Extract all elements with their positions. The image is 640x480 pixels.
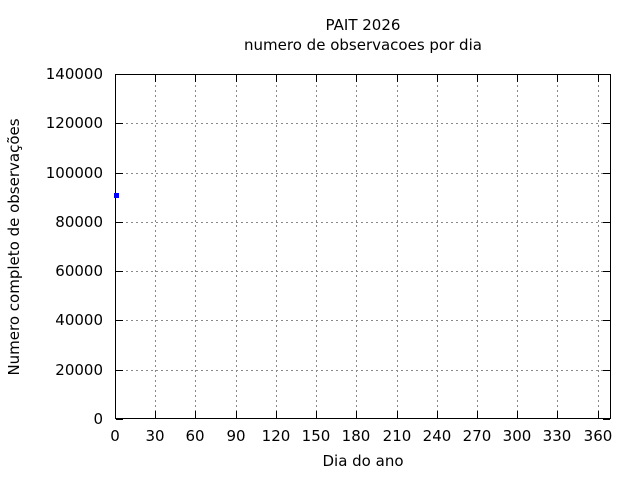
- y-tick-right: [603, 271, 610, 272]
- y-tick-left: [116, 74, 123, 75]
- x-tick-bottom: [115, 411, 116, 418]
- y-tick-label: 120000: [45, 114, 103, 132]
- x-tick-bottom: [195, 411, 196, 418]
- y-tick-right: [603, 173, 610, 174]
- y-tick-right: [603, 320, 610, 321]
- y-tick-right: [603, 419, 610, 420]
- y-tick-right: [603, 222, 610, 223]
- y-tick-left: [116, 222, 123, 223]
- chart-title: PAIT 2026: [325, 16, 401, 34]
- x-tick-bottom: [477, 411, 478, 418]
- x-tick-label: 300: [502, 427, 532, 445]
- x-tick-bottom: [598, 411, 599, 418]
- plot-area: [115, 74, 611, 419]
- x-gridline: [517, 75, 518, 418]
- x-tick-label: 360: [583, 427, 613, 445]
- y-tick-left: [116, 271, 123, 272]
- x-tick-label: 90: [226, 427, 246, 445]
- y-gridline: [116, 173, 610, 174]
- y-tick-label: 60000: [55, 262, 103, 280]
- y-tick-left: [116, 123, 123, 124]
- x-gridline: [155, 75, 156, 418]
- x-tick-bottom: [155, 411, 156, 418]
- x-gridline: [236, 75, 237, 418]
- x-tick-top: [115, 75, 116, 82]
- x-tick-bottom: [356, 411, 357, 418]
- y-gridline: [116, 320, 610, 321]
- x-gridline: [316, 75, 317, 418]
- y-tick-label: 0: [93, 410, 103, 428]
- x-tick-label: 270: [462, 427, 492, 445]
- x-tick-top: [356, 75, 357, 82]
- x-tick-top: [397, 75, 398, 82]
- y-axis-title: Numero completo de observações: [5, 117, 23, 376]
- x-axis-title: Dia do ano: [322, 452, 404, 470]
- x-tick-label: 60: [185, 427, 205, 445]
- x-gridline: [356, 75, 357, 418]
- data-point: [114, 193, 119, 198]
- x-tick-label: 240: [422, 427, 452, 445]
- x-tick-top: [598, 75, 599, 82]
- x-tick-top: [236, 75, 237, 82]
- y-gridline: [116, 123, 610, 124]
- y-tick-left: [116, 173, 123, 174]
- x-tick-top: [195, 75, 196, 82]
- x-gridline: [598, 75, 599, 418]
- y-tick-label: 80000: [55, 213, 103, 231]
- x-tick-top: [437, 75, 438, 82]
- x-gridline: [557, 75, 558, 418]
- y-tick-right: [603, 370, 610, 371]
- y-tick-label: 140000: [45, 65, 103, 83]
- x-gridline: [437, 75, 438, 418]
- x-gridline: [276, 75, 277, 418]
- y-tick-right: [603, 123, 610, 124]
- x-tick-label: 330: [542, 427, 572, 445]
- x-tick-label: 150: [301, 427, 331, 445]
- x-tick-label: 0: [110, 427, 120, 445]
- x-tick-top: [316, 75, 317, 82]
- x-tick-bottom: [276, 411, 277, 418]
- chart-subtitle: numero de observacoes por dia: [244, 36, 482, 54]
- x-tick-bottom: [437, 411, 438, 418]
- y-gridline: [116, 222, 610, 223]
- x-gridline: [397, 75, 398, 418]
- y-tick-left: [116, 419, 123, 420]
- y-tick-left: [116, 320, 123, 321]
- x-tick-label: 120: [261, 427, 291, 445]
- x-tick-label: 180: [341, 427, 371, 445]
- x-tick-top: [155, 75, 156, 82]
- x-tick-bottom: [316, 411, 317, 418]
- x-tick-label: 210: [382, 427, 412, 445]
- x-tick-top: [276, 75, 277, 82]
- x-tick-label: 30: [145, 427, 165, 445]
- y-tick-left: [116, 370, 123, 371]
- x-tick-bottom: [517, 411, 518, 418]
- y-tick-right: [603, 74, 610, 75]
- y-tick-label: 100000: [45, 164, 103, 182]
- x-tick-bottom: [397, 411, 398, 418]
- x-gridline: [195, 75, 196, 418]
- y-gridline: [116, 370, 610, 371]
- x-tick-top: [517, 75, 518, 82]
- x-tick-bottom: [236, 411, 237, 418]
- y-tick-label: 20000: [55, 361, 103, 379]
- x-tick-bottom: [557, 411, 558, 418]
- y-tick-label: 40000: [55, 311, 103, 329]
- x-tick-top: [557, 75, 558, 82]
- x-gridline: [477, 75, 478, 418]
- x-tick-top: [477, 75, 478, 82]
- y-gridline: [116, 271, 610, 272]
